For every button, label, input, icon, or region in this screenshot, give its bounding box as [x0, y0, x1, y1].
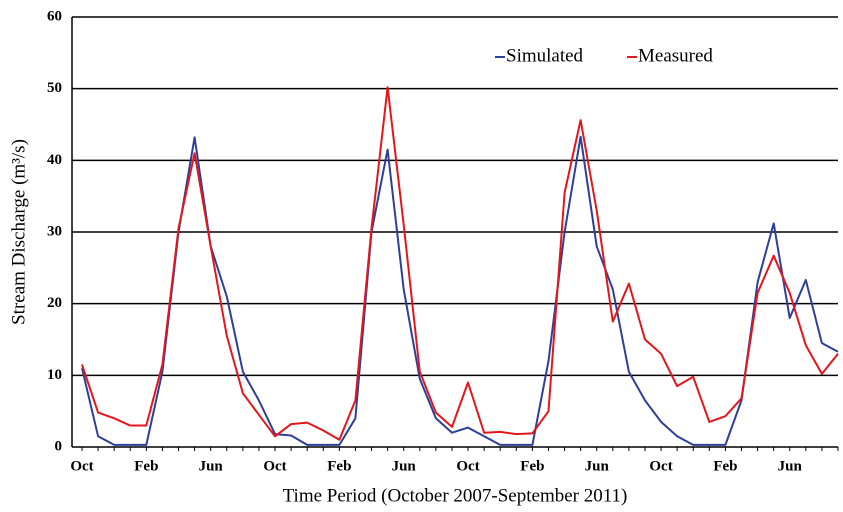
x-tick-label: Oct [649, 458, 672, 474]
y-axis-title: Stream Discharge (m³/s) [8, 139, 29, 325]
x-tick-label: Jun [585, 458, 610, 474]
x-tick-label: Feb [134, 458, 158, 474]
y-tick-label: 40 [47, 152, 62, 168]
y-tick-label: 10 [47, 367, 62, 383]
x-tick-label: Feb [713, 458, 737, 474]
x-tick-label: Jun [199, 458, 224, 474]
x-tick-label: Feb [327, 458, 351, 474]
series-line [81, 135, 839, 446]
y-tick-label: 20 [47, 295, 62, 311]
x-tick-label: Feb [520, 458, 544, 474]
x-tick-label: Oct [456, 458, 479, 474]
legend-label: Measured [638, 45, 713, 66]
x-tick-label: Jun [392, 458, 417, 474]
legend-label: Simulated [506, 45, 584, 66]
x-tick-label: Jun [778, 458, 803, 474]
y-tick-label: 50 [47, 80, 62, 96]
x-tick-label: Oct [70, 458, 93, 474]
x-axis-title: Time Period (October 2007-September 2011… [283, 485, 628, 506]
y-tick-label: 30 [47, 223, 62, 239]
x-tick-label: Oct [263, 458, 286, 474]
series-line [81, 86, 839, 441]
y-tick-label: 0 [55, 438, 63, 454]
y-tick-label: 60 [47, 8, 62, 24]
